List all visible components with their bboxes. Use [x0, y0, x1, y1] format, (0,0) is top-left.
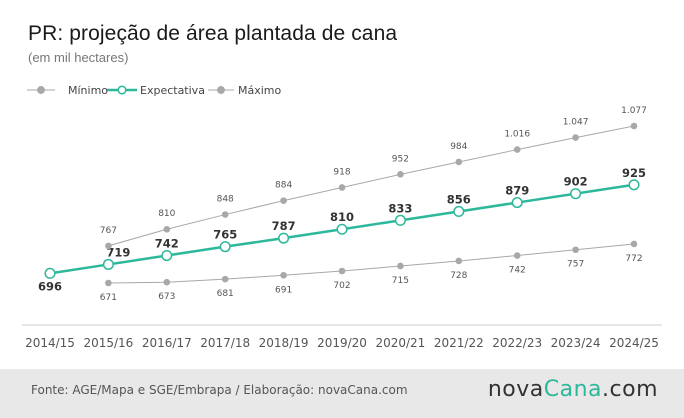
x-tick-label: 2023/24 — [551, 336, 601, 350]
data-point — [105, 242, 112, 250]
data-label: 702 — [333, 281, 350, 291]
legend-marker-2 — [217, 86, 225, 94]
data-label: 879 — [505, 184, 529, 198]
data-point — [513, 252, 521, 259]
logo-prefix: nova — [487, 377, 544, 402]
data-point — [161, 249, 173, 262]
source-note: Fonte: AGE/Mapa e SGE/Embrapa / Elaboraç… — [31, 383, 408, 397]
x-tick-label: 2024/25 — [609, 336, 659, 350]
data-point — [163, 225, 171, 233]
data-point — [338, 267, 346, 275]
data-point — [511, 197, 523, 209]
data-point — [338, 184, 346, 191]
data-point — [221, 275, 229, 283]
data-label: 952 — [392, 154, 409, 164]
data-label: 765 — [213, 228, 237, 242]
series-line-2 — [108, 125, 635, 247]
data-point — [105, 279, 112, 287]
data-label: 681 — [217, 289, 234, 299]
legend-label-2: Máximo — [238, 84, 282, 97]
legend-marker-1 — [117, 85, 127, 95]
data-label: 856 — [447, 192, 471, 206]
data-label: 884 — [275, 181, 292, 191]
data-point — [455, 257, 463, 265]
x-tick-label: 2014/15 — [25, 336, 75, 350]
logo-suffix: .com — [602, 377, 658, 402]
data-point — [221, 211, 229, 218]
data-label: 691 — [275, 285, 292, 295]
x-tick-label: 2022/23 — [492, 336, 542, 350]
x-tick-label: 2017/18 — [200, 336, 250, 350]
data-label: 925 — [622, 166, 646, 180]
data-point — [570, 188, 582, 200]
data-point — [336, 223, 348, 235]
data-label: 719 — [106, 245, 130, 259]
x-tick-label: 2018/19 — [259, 336, 309, 350]
data-label: 848 — [217, 195, 234, 205]
x-tick-label: 2015/16 — [83, 336, 133, 350]
data-point — [44, 267, 56, 279]
data-label: 1.016 — [504, 130, 530, 140]
data-point — [280, 197, 287, 204]
data-point — [453, 205, 465, 218]
data-label: 767 — [100, 226, 117, 236]
data-point — [397, 262, 404, 270]
data-point — [397, 171, 404, 178]
data-point — [163, 278, 171, 286]
data-point — [572, 134, 579, 141]
x-tick-label: 2020/21 — [375, 336, 425, 350]
data-point — [219, 241, 231, 253]
data-label: 742 — [509, 266, 526, 276]
data-label: 696 — [38, 279, 62, 293]
data-label: 671 — [100, 293, 117, 303]
data-point — [394, 214, 406, 226]
data-point — [630, 240, 638, 248]
data-label: 810 — [158, 209, 175, 219]
data-label: 787 — [272, 219, 296, 233]
data-label: 902 — [564, 175, 588, 189]
data-label: 757 — [567, 260, 584, 270]
data-point — [572, 246, 579, 254]
data-point — [278, 232, 290, 244]
chart-subtitle: (em mil hectares) — [28, 50, 129, 65]
data-point — [630, 122, 638, 130]
logo-accent: Cana — [543, 377, 603, 402]
legend-label-0: Mínimo — [68, 84, 108, 97]
data-point — [513, 146, 521, 153]
data-label: 984 — [450, 142, 467, 152]
series-line-0 — [108, 243, 635, 284]
novacana-logo: novaCana.com — [488, 377, 658, 402]
data-label: 918 — [333, 167, 350, 177]
data-point — [455, 158, 463, 166]
data-point — [628, 179, 640, 191]
data-label: 1.077 — [621, 106, 647, 116]
data-label: 833 — [388, 201, 412, 215]
data-label: 715 — [392, 276, 409, 286]
data-label: 1.047 — [563, 118, 589, 128]
data-label: 673 — [158, 292, 175, 302]
x-tick-label: 2021/22 — [434, 336, 484, 350]
data-label: 728 — [450, 271, 467, 281]
data-point — [102, 258, 114, 270]
x-tick-label: 2019/20 — [317, 336, 367, 350]
data-label: 772 — [625, 254, 642, 264]
legend-marker-0 — [37, 86, 45, 94]
footer-bar — [0, 369, 684, 418]
legend-label-1: Expectativa — [140, 84, 205, 97]
chart-title: PR: projeção de área plantada de cana — [28, 22, 398, 45]
data-point — [280, 271, 287, 279]
data-label: 742 — [155, 237, 179, 251]
x-tick-label: 2016/17 — [142, 336, 192, 350]
data-label: 810 — [330, 210, 354, 224]
